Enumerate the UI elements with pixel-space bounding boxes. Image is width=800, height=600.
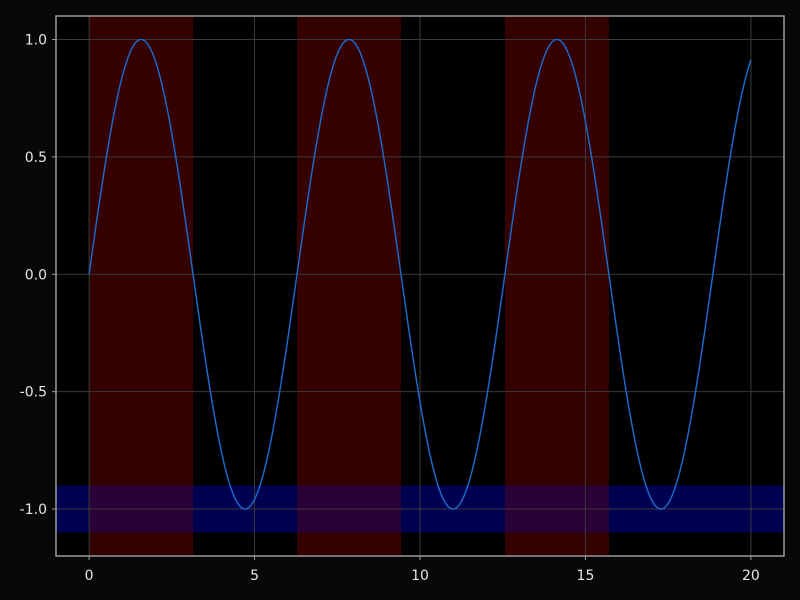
- series-layer: [88, 38, 752, 510]
- vertical-span-3: [504, 16, 609, 556]
- x-tick-label: 15: [577, 568, 595, 584]
- grid-lines: [56, 16, 784, 556]
- x-tick-label: 0: [85, 568, 94, 584]
- y-tick-label: -1.0: [20, 502, 47, 518]
- x-tick-label: 10: [411, 568, 429, 584]
- y-tick-label: 0.5: [25, 150, 47, 166]
- x-tick-label: 5: [250, 568, 259, 584]
- y-tick-label: -0.5: [20, 385, 47, 401]
- x-tick-label: 20: [742, 568, 760, 584]
- y-axis-ticks: 1.0 0.5 0.0 -0.5 -1.0: [20, 32, 56, 518]
- y-tick-label: 1.0: [25, 32, 47, 48]
- x-axis-ticks: 0 5 10 15 20: [85, 556, 760, 584]
- y-tick-label: 0.0: [25, 267, 47, 283]
- vertical-span-1: [89, 16, 194, 556]
- series-line-1: [88, 38, 752, 510]
- vertical-span-2: [297, 16, 401, 556]
